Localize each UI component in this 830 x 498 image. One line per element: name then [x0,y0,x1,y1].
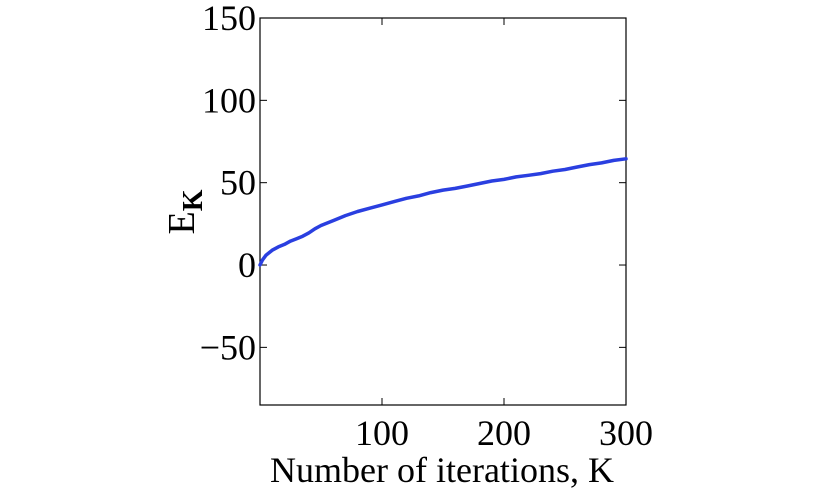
y-tick-label: 150 [202,0,256,38]
y-tick-label: 100 [202,80,256,120]
series-line [258,157,628,267]
axis-ticks: −50 0 50 100 150 100 200 300 [200,0,653,453]
x-tick-label: 200 [477,413,531,453]
y-axis-title-main: E [161,211,203,234]
y-tick-label: 50 [220,163,256,203]
x-tick-label: 300 [599,413,653,453]
plot-area [259,17,627,406]
y-tick-label: −50 [200,327,256,367]
y-axis-title: EK [161,189,209,234]
series-layer [258,157,628,267]
plot-frame [259,17,627,406]
x-axis-title: Number of iterations, K [270,450,614,490]
y-tick-label: 0 [238,245,256,285]
y-axis-title-subscript: K [178,189,209,211]
x-tick-label: 100 [355,413,409,453]
